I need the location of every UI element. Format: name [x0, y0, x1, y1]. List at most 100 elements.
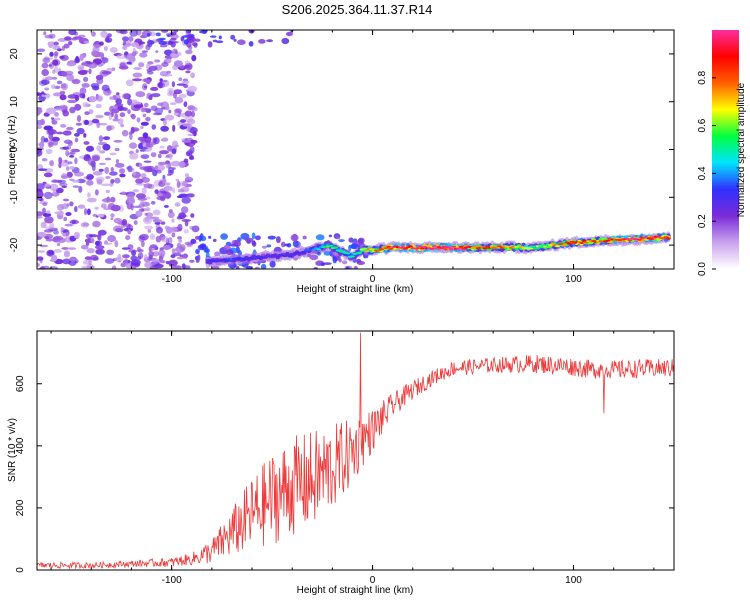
signal-track-mark [432, 245, 437, 248]
spectrogram-noise-blob [53, 41, 59, 46]
x-tick-label: 100 [565, 575, 582, 586]
spectrogram-noise-blob [56, 80, 63, 85]
spectrogram-noise-blob [47, 250, 54, 255]
spectrogram-noise-blob [37, 183, 45, 191]
x-tick-label: 0 [370, 575, 376, 586]
spectrogram-noise-blob [111, 108, 120, 114]
spectrogram-noise-blob [130, 42, 140, 48]
spectrogram-noise-blob [101, 57, 109, 64]
spectrogram-noise-blob [184, 265, 191, 269]
signal-track-mark [547, 244, 553, 247]
spectrogram-noise-blob [100, 203, 107, 209]
spectrogram-noise-blob [149, 265, 158, 269]
spectrogram-noise-blob [165, 260, 170, 265]
spectrogram-noise-blob [141, 50, 148, 53]
spectrogram-noise-blob [137, 255, 142, 261]
spectrogram-noise-blob [190, 106, 198, 112]
spectrogram-noise-blob [37, 107, 43, 115]
spectrogram-noise-blob [130, 259, 141, 266]
spectrogram-noise-blob [207, 41, 213, 48]
colorbar-scale [712, 30, 739, 269]
spectrogram-noise-blob [158, 37, 166, 41]
spectrogram-noise-blob [49, 183, 59, 192]
spectrogram-noise-blob [180, 119, 186, 123]
spectrogram-noise-blob [159, 145, 165, 149]
spectrogram-noise-blob [187, 118, 196, 125]
spectrogram-noise-blob [57, 179, 67, 184]
colorbar-ticks: 0.0 0.2 0.4 0.6 0.8 [697, 70, 716, 276]
spectrogram-noise-blob [175, 178, 180, 182]
spectrogram-noise-blob [171, 81, 175, 88]
spectrogram-noise-blob [141, 187, 147, 195]
signal-track-mark [311, 248, 317, 251]
spectrogram-noise-blob [49, 160, 54, 167]
spectrogram-noise-blob [74, 157, 78, 165]
spectrogram-noise-blob [169, 152, 173, 161]
spectrogram-noise-blob [88, 109, 94, 115]
spectrogram-noise-blob [137, 197, 148, 201]
spectrogram-noise-blob [110, 178, 115, 184]
spectrogram-noise-blob [52, 188, 56, 196]
signal-track-mark [364, 250, 370, 253]
signal-track-mark [388, 247, 394, 250]
spectrogram-noise-blob [102, 143, 111, 151]
signal-track-mark [429, 247, 435, 250]
spectrogram-noise-blob [123, 258, 129, 266]
spectrogram-noise-blob [140, 125, 144, 130]
spectrogram-noise-blob [37, 263, 41, 267]
spectrogram-noise-blob [226, 249, 234, 256]
spectrogram-noise-blob [148, 251, 154, 258]
spectrogram-noise-blob [97, 233, 102, 241]
spectrogram-noise-blob [160, 125, 169, 132]
spectrogram-noise-blob [127, 229, 132, 235]
spectrogram-noise-blob [59, 55, 65, 59]
spectrogram-noise-blob [95, 240, 100, 246]
signal-track-mark [417, 245, 423, 248]
spectrogram-noise-blob [83, 76, 89, 83]
spectrogram-noise-blob [63, 216, 68, 222]
spectrogram-noise-blob [125, 79, 134, 87]
spectrogram-noise-blob [161, 178, 166, 184]
spectrogram-noise-blob [165, 191, 171, 200]
spectrogram-noise-blob [150, 93, 161, 98]
spectrogram-noise-blob [244, 237, 254, 243]
spectrogram-noise-blob [127, 98, 133, 106]
spectrogram-noise-blob [95, 74, 104, 81]
spectrogram-noise-blob [74, 103, 82, 111]
spectrogram-noise-blob [290, 234, 299, 242]
spectrogram-noise-blob [161, 30, 169, 33]
signal-track-mark [224, 260, 230, 263]
spectrogram-noise-blob [165, 104, 170, 111]
spectrogram-noise-blob [190, 213, 195, 218]
spectrogram-y-label: Frequency (Hz) [7, 116, 18, 185]
signal-track-mark [562, 244, 568, 246]
spectrogram-noise-blob [86, 197, 97, 203]
spectrogram-noise-blob [61, 45, 65, 51]
signal-track-mark [555, 245, 560, 248]
spectrogram-noise-blob [67, 99, 77, 104]
spectrogram-noise-blob [178, 93, 187, 99]
signal-track-mark [205, 261, 211, 264]
spectrogram-noise-blob [145, 79, 151, 85]
signal-track-mark [485, 245, 490, 248]
spectrogram-noise-blob [76, 115, 82, 122]
spectrogram-x-label: Height of straight line (km) [297, 284, 414, 295]
spectrogram-noise-blob [109, 152, 117, 156]
spectrogram-noise-blob [260, 263, 267, 269]
spectrogram-noise-blob [187, 30, 191, 34]
spectrogram-noise-blob [156, 196, 166, 201]
spectrogram-noise-blob [261, 245, 268, 249]
spectrogram-noise-blob [41, 94, 45, 98]
spectrogram-noise-blob [185, 151, 192, 157]
spectrogram-noise-blob [174, 144, 179, 148]
spectrogram-noise-blob [46, 107, 56, 115]
spectrogram-noise-blob [147, 39, 151, 45]
signal-track-mark [518, 245, 524, 248]
spectrogram-noise-blob [142, 132, 149, 139]
signal-track-mark [579, 242, 584, 244]
spectrogram-noise-blob [144, 254, 148, 260]
spectrogram-noise-blob [142, 83, 148, 91]
spectrogram-noise-blob [174, 108, 183, 114]
spectrogram-noise-blob [145, 116, 151, 122]
spectrogram-noise-blob [98, 162, 106, 166]
